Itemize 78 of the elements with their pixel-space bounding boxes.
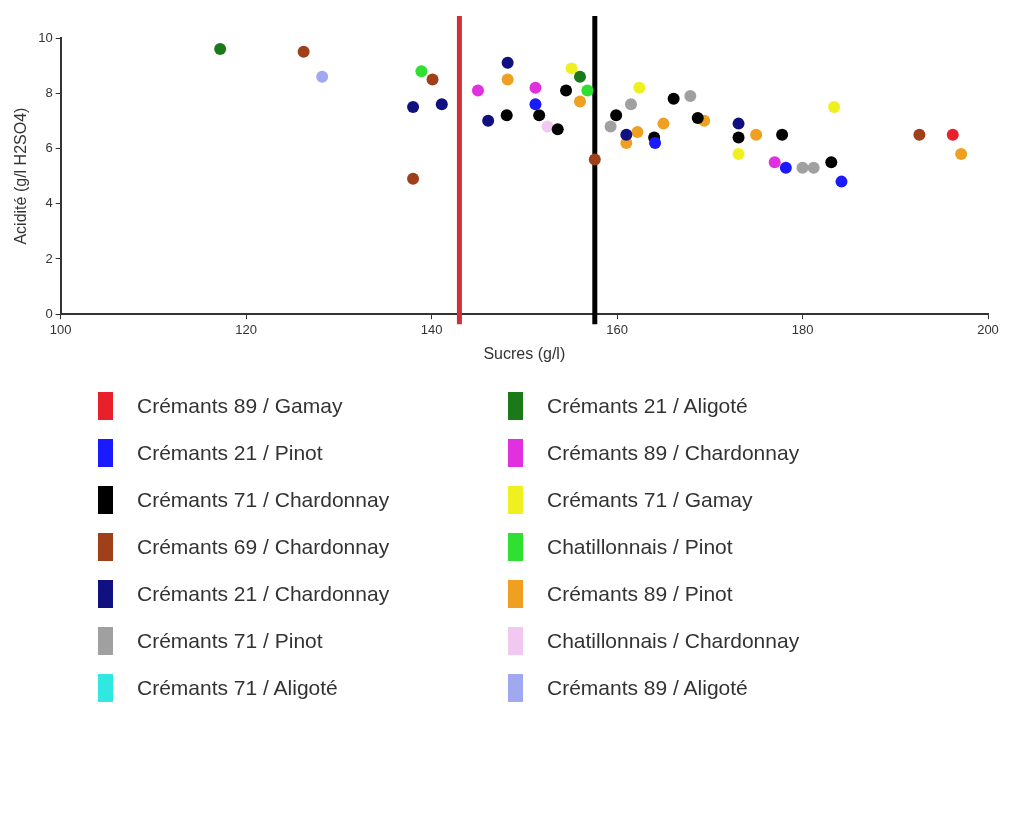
- point: [415, 65, 428, 78]
- x-tick-label: 100: [49, 321, 72, 337]
- point: [435, 98, 448, 111]
- point: [541, 120, 554, 133]
- legend-label: Crémants 71 / Aligoté: [137, 675, 338, 700]
- x-tick-label: 120: [235, 321, 257, 337]
- point: [501, 73, 514, 86]
- legend-label: Crémants 71 / Chardonnay: [137, 487, 390, 512]
- point: [316, 70, 329, 83]
- point: [573, 70, 586, 83]
- point: [732, 131, 745, 144]
- point: [501, 56, 514, 69]
- legend-label: Crémants 89 / Pinot: [547, 581, 733, 606]
- point: [633, 81, 646, 94]
- point: [297, 45, 310, 58]
- point: [691, 112, 704, 125]
- y-tick-label: 2: [45, 250, 53, 266]
- legend-label: Chatillonnais / Pinot: [547, 534, 733, 559]
- point: [407, 172, 420, 185]
- point: [955, 148, 968, 160]
- point: [588, 153, 601, 166]
- point: [649, 136, 662, 149]
- point: [573, 95, 586, 108]
- point: [828, 101, 841, 114]
- legend-label: Crémants 21 / Pinot: [137, 440, 323, 465]
- point: [565, 62, 578, 75]
- legend-label: Chatillonnais / Chardonnay: [547, 628, 800, 653]
- legend-label: Crémants 89 / Gamay: [137, 393, 343, 418]
- point: [776, 128, 789, 141]
- point: [533, 109, 546, 122]
- legend-label: Crémants 21 / Aligoté: [547, 393, 748, 418]
- point: [779, 161, 792, 174]
- point: [913, 128, 926, 141]
- legend-label: Crémants 71 / Gamay: [547, 487, 753, 512]
- point: [604, 120, 617, 133]
- legend-label: Crémants 89 / Aligoté: [547, 675, 748, 700]
- point: [807, 161, 820, 174]
- point: [667, 92, 680, 105]
- point: [500, 109, 513, 122]
- point: [471, 84, 484, 97]
- point: [581, 84, 594, 97]
- point: [732, 117, 745, 130]
- y-tick-label: 6: [45, 140, 53, 156]
- point: [750, 128, 763, 141]
- point: [946, 128, 959, 141]
- y-tick-label: 8: [45, 84, 53, 100]
- point: [620, 128, 633, 141]
- point: [732, 148, 745, 160]
- point: [529, 98, 542, 111]
- y-tick-label: 10: [38, 29, 53, 45]
- point: [560, 84, 573, 97]
- x-axis-title: Sucres (g/l): [483, 344, 566, 362]
- x-tick-label: 160: [606, 321, 628, 337]
- point: [407, 101, 420, 114]
- x-tick-label: 140: [420, 321, 443, 337]
- point: [835, 175, 848, 188]
- x-tick-label: 180: [791, 321, 814, 337]
- x-tick-label: 200: [977, 321, 999, 337]
- point: [825, 156, 838, 169]
- legend-label: Crémants 21 / Chardonnay: [137, 581, 390, 606]
- point: [426, 73, 439, 86]
- point: [482, 114, 495, 127]
- point: [624, 98, 637, 111]
- y-tick-label: 4: [45, 195, 53, 211]
- legend-label: Crémants 89 / Chardonnay: [547, 440, 800, 465]
- legend-label: Crémants 69 / Chardonnay: [137, 534, 390, 559]
- y-axis-title: Acidité (g/l H2SO4): [12, 107, 30, 245]
- point: [610, 109, 623, 122]
- point: [684, 90, 697, 102]
- point: [657, 117, 670, 130]
- y-tick-label: 0: [45, 305, 53, 321]
- point: [214, 43, 227, 56]
- point: [529, 81, 542, 94]
- point: [551, 123, 564, 136]
- point: [768, 156, 781, 169]
- legend-label: Crémants 71 / Pinot: [137, 628, 323, 653]
- point: [796, 161, 809, 174]
- point: [631, 125, 644, 138]
